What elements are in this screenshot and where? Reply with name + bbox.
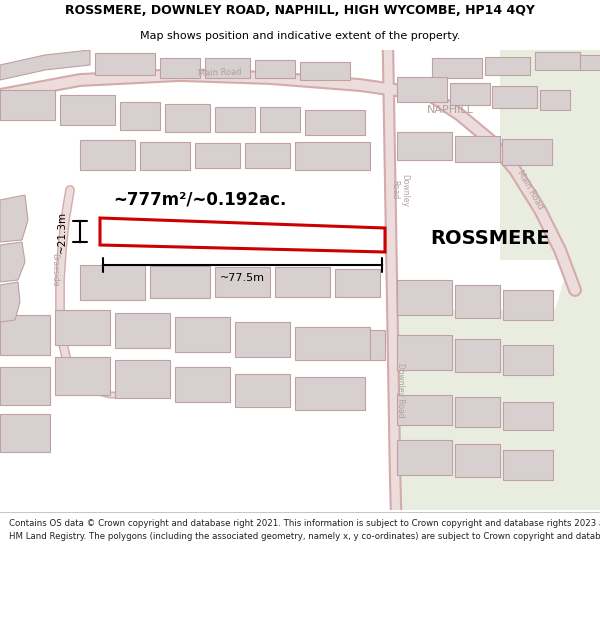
Bar <box>165 104 210 132</box>
Bar <box>295 377 365 410</box>
Bar <box>300 62 350 80</box>
Bar <box>275 267 330 297</box>
Text: ~777m²/~0.192ac.: ~777m²/~0.192ac. <box>113 191 287 209</box>
Bar <box>150 266 210 298</box>
Bar <box>535 52 580 70</box>
Bar <box>140 142 190 170</box>
Bar <box>397 440 452 475</box>
Polygon shape <box>390 260 600 510</box>
Text: Map shows position and indicative extent of the property.: Map shows position and indicative extent… <box>140 31 460 41</box>
Bar <box>503 402 553 430</box>
Text: ROSSMERE: ROSSMERE <box>430 229 550 248</box>
Bar <box>255 60 295 78</box>
Bar <box>245 143 290 168</box>
Text: Main Road: Main Road <box>515 169 545 211</box>
Polygon shape <box>500 50 600 260</box>
Bar <box>175 317 230 352</box>
Bar <box>455 397 500 427</box>
Bar <box>503 345 553 375</box>
Bar <box>455 444 500 477</box>
Bar <box>215 267 270 297</box>
Bar <box>485 57 530 75</box>
Polygon shape <box>0 242 25 282</box>
Bar <box>205 58 250 78</box>
Bar <box>305 110 365 135</box>
Bar <box>60 95 115 125</box>
Bar <box>455 339 500 372</box>
Bar <box>540 90 570 110</box>
Bar <box>235 374 290 407</box>
Bar <box>455 285 500 318</box>
Bar <box>55 310 110 345</box>
Bar <box>397 132 452 160</box>
Bar <box>455 136 500 162</box>
Bar <box>120 102 160 130</box>
Text: ~21.3m: ~21.3m <box>57 211 67 253</box>
Text: ROSSMERE, DOWNLEY ROAD, NAPHILL, HIGH WYCOMBE, HP14 4QY: ROSSMERE, DOWNLEY ROAD, NAPHILL, HIGH WY… <box>65 4 535 18</box>
Bar <box>397 280 452 315</box>
Bar <box>260 107 300 132</box>
Bar <box>175 367 230 402</box>
Bar <box>295 327 370 360</box>
Bar <box>115 313 170 348</box>
Bar <box>0 315 50 355</box>
Bar <box>215 107 255 132</box>
Bar <box>55 357 110 395</box>
Text: Downley Road: Downley Road <box>395 362 404 418</box>
Text: ~77.5m: ~77.5m <box>220 273 265 283</box>
Polygon shape <box>0 282 20 322</box>
Bar <box>492 86 537 108</box>
Bar <box>80 265 145 300</box>
Bar <box>502 139 552 165</box>
Bar <box>0 90 55 120</box>
Bar <box>195 143 240 168</box>
Bar <box>115 360 170 398</box>
Bar <box>397 335 452 370</box>
Bar <box>397 77 447 102</box>
Bar <box>370 330 385 360</box>
Bar <box>397 395 452 425</box>
Bar <box>580 55 600 70</box>
Polygon shape <box>0 195 28 242</box>
Text: Contains OS data © Crown copyright and database right 2021. This information is : Contains OS data © Crown copyright and d… <box>9 519 600 541</box>
Bar <box>95 53 155 75</box>
Bar <box>295 142 370 170</box>
Text: Downley
Road: Downley Road <box>391 174 410 206</box>
Text: Braeside: Braeside <box>50 253 59 287</box>
Bar <box>432 58 482 78</box>
Text: NAPHILL: NAPHILL <box>427 105 473 115</box>
Bar <box>235 322 290 357</box>
Bar <box>0 414 50 452</box>
Bar <box>450 83 490 105</box>
Polygon shape <box>0 50 90 80</box>
Bar <box>160 58 200 78</box>
Bar <box>335 269 380 297</box>
Bar <box>0 367 50 405</box>
Bar <box>80 140 135 170</box>
Bar <box>503 290 553 320</box>
Bar <box>503 450 553 480</box>
Text: Main Road: Main Road <box>198 68 242 78</box>
Polygon shape <box>100 218 385 252</box>
